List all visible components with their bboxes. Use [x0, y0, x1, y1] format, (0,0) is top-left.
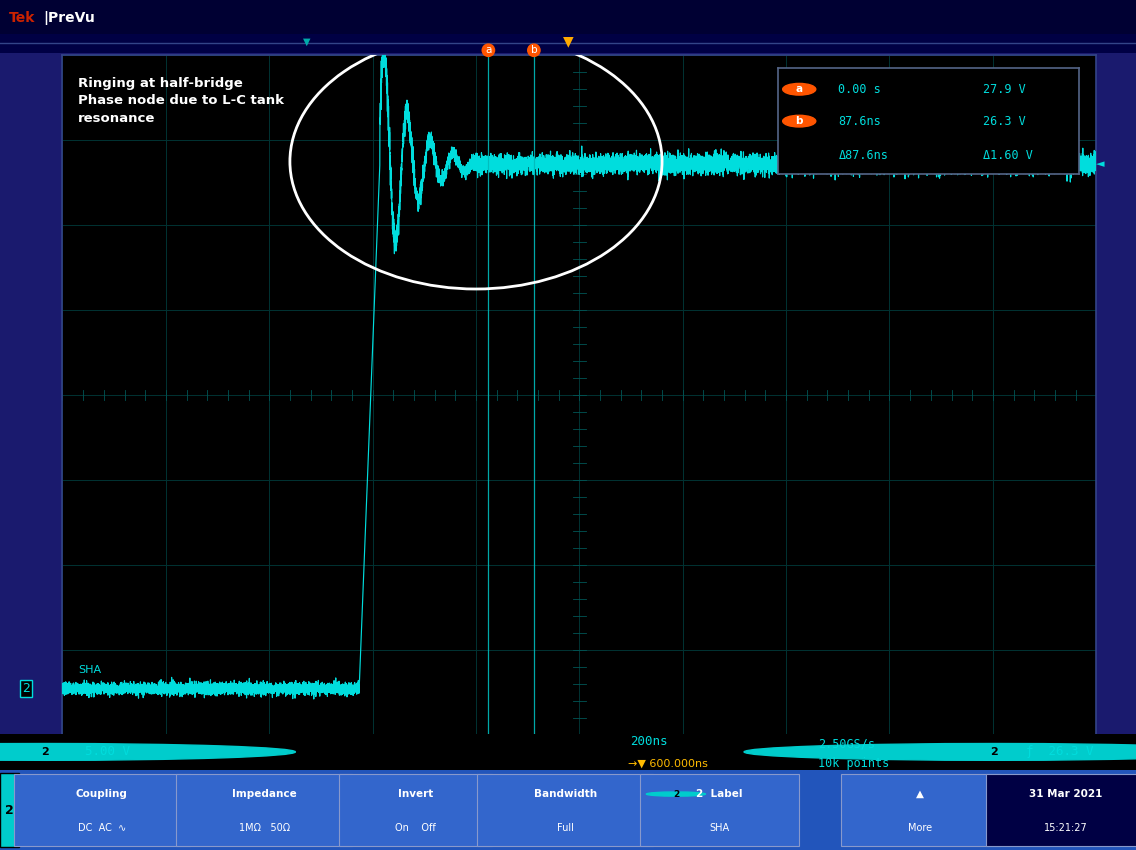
Text: Δ87.6ns: Δ87.6ns: [838, 149, 888, 162]
Text: Invert: Invert: [398, 789, 433, 799]
FancyBboxPatch shape: [14, 774, 190, 846]
Text: ƒ  26.3 V: ƒ 26.3 V: [1026, 745, 1093, 758]
Text: |PreVu: |PreVu: [43, 11, 95, 26]
Text: ◄: ◄: [1096, 159, 1104, 169]
Text: a: a: [795, 84, 803, 94]
Text: 2  Label: 2 Label: [696, 789, 742, 799]
Text: ▼: ▼: [562, 35, 574, 48]
Text: ▼: ▼: [303, 37, 310, 47]
Text: Coupling: Coupling: [76, 789, 127, 799]
Text: 15:21:27: 15:21:27: [1044, 823, 1087, 833]
Text: 1MΩ   50Ω: 1MΩ 50Ω: [239, 823, 290, 833]
Circle shape: [783, 116, 816, 127]
Text: 0.00 s: 0.00 s: [838, 82, 882, 96]
Text: More: More: [908, 823, 933, 833]
FancyBboxPatch shape: [339, 774, 492, 846]
Text: 31 Mar 2021: 31 Mar 2021: [1029, 789, 1102, 799]
Text: a: a: [485, 45, 492, 55]
FancyBboxPatch shape: [841, 774, 1000, 846]
Text: Impedance: Impedance: [232, 789, 296, 799]
Text: 5.00 V: 5.00 V: [85, 745, 131, 758]
Circle shape: [783, 83, 816, 95]
Text: 2: 2: [991, 747, 997, 756]
FancyBboxPatch shape: [640, 774, 799, 846]
Text: b: b: [531, 45, 537, 55]
Text: SHA: SHA: [78, 665, 101, 675]
FancyBboxPatch shape: [176, 774, 352, 846]
Text: b: b: [795, 116, 803, 126]
FancyBboxPatch shape: [986, 774, 1136, 846]
Text: Full: Full: [557, 823, 574, 833]
Text: On    Off: On Off: [395, 823, 435, 833]
Text: 2: 2: [6, 803, 14, 817]
Text: Ringing at half-bridge
Phase node due to L-C tank
resonance: Ringing at half-bridge Phase node due to…: [78, 76, 284, 126]
Text: 2: 2: [673, 790, 679, 798]
Text: 2.50GS/s: 2.50GS/s: [818, 738, 875, 751]
Text: Tek: Tek: [9, 11, 35, 26]
FancyBboxPatch shape: [0, 774, 19, 847]
Circle shape: [0, 744, 295, 761]
Text: 87.6ns: 87.6ns: [838, 115, 882, 128]
Text: →▼ 600.000ns: →▼ 600.000ns: [628, 758, 708, 768]
Text: Bandwidth: Bandwidth: [534, 789, 596, 799]
Text: 10k points: 10k points: [818, 756, 889, 770]
Text: 27.9 V: 27.9 V: [983, 82, 1026, 96]
Text: SHA: SHA: [709, 823, 729, 833]
Circle shape: [646, 792, 705, 796]
Circle shape: [744, 744, 1136, 761]
Text: 2: 2: [42, 747, 49, 756]
Text: ▲: ▲: [916, 789, 925, 799]
FancyBboxPatch shape: [477, 774, 653, 846]
Text: 200ns: 200ns: [630, 735, 668, 749]
Text: 2: 2: [23, 682, 31, 695]
Text: 26.3 V: 26.3 V: [983, 115, 1026, 128]
Text: Δ1.60 V: Δ1.60 V: [983, 149, 1033, 162]
Text: DC  AC  ∿: DC AC ∿: [77, 823, 126, 833]
